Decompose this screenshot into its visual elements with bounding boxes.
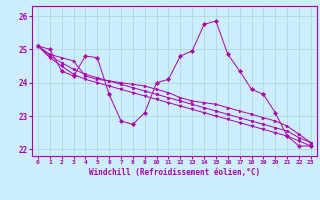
X-axis label: Windchill (Refroidissement éolien,°C): Windchill (Refroidissement éolien,°C) — [89, 168, 260, 177]
